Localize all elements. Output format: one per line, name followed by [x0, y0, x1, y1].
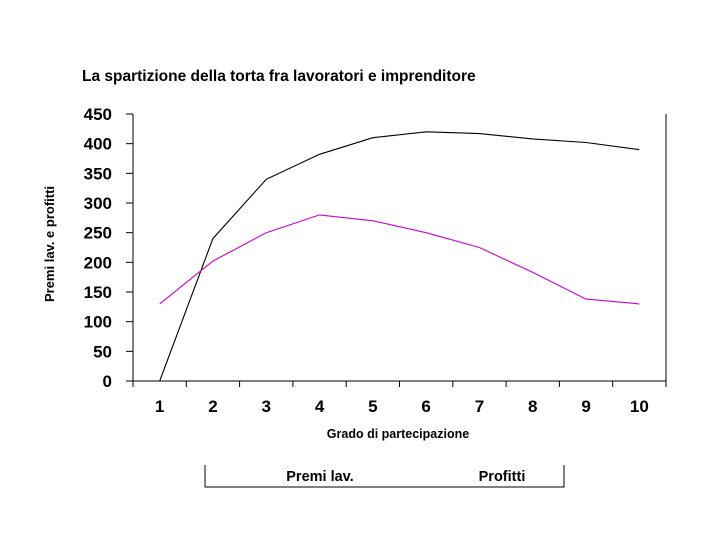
legend: Premi lav. Profitti	[204, 465, 565, 488]
y-tick-label: 350	[84, 164, 112, 183]
x-tick-label: 9	[581, 397, 590, 416]
x-tick-label: 1	[155, 397, 164, 416]
y-tick-label: 100	[84, 313, 112, 332]
legend-box	[204, 465, 565, 488]
y-tick-label: 50	[93, 342, 112, 361]
chart-title: La spartizione della torta fra lavorator…	[82, 68, 476, 85]
y-axis-label: Premi lav. e profitti	[42, 186, 57, 302]
y-tick-label: 400	[84, 135, 112, 154]
legend-entry-1: Premi lav.	[286, 469, 353, 485]
axes	[126, 113, 667, 387]
legend-entry-2: Profitti	[479, 469, 526, 485]
y-tick-label: 150	[84, 283, 112, 302]
series-line-2	[159, 214, 640, 305]
series-line-1	[159, 131, 640, 382]
y-tick-label: 200	[84, 253, 112, 272]
x-tick-label: 10	[630, 397, 649, 416]
x-axis-label: Grado di partecipazione	[327, 427, 469, 441]
series-lines	[159, 131, 640, 382]
tick-labels: 0 50 100 150 200 250 300 350 400 450 1 2 3 4 5 6 7 8 9 10	[84, 105, 649, 416]
y-tick-label: 300	[84, 194, 112, 213]
x-tick-label: 6	[421, 397, 430, 416]
x-tick-label: 7	[475, 397, 484, 416]
y-tick-label: 450	[84, 105, 112, 124]
y-tick-label: 250	[84, 224, 112, 243]
x-tick-label: 3	[262, 397, 271, 416]
x-tick-label: 8	[528, 397, 537, 416]
x-tick-label: 4	[315, 397, 325, 416]
x-tick-label: 2	[208, 397, 217, 416]
y-tick-label: 0	[103, 372, 112, 391]
x-tick-label: 5	[368, 397, 377, 416]
